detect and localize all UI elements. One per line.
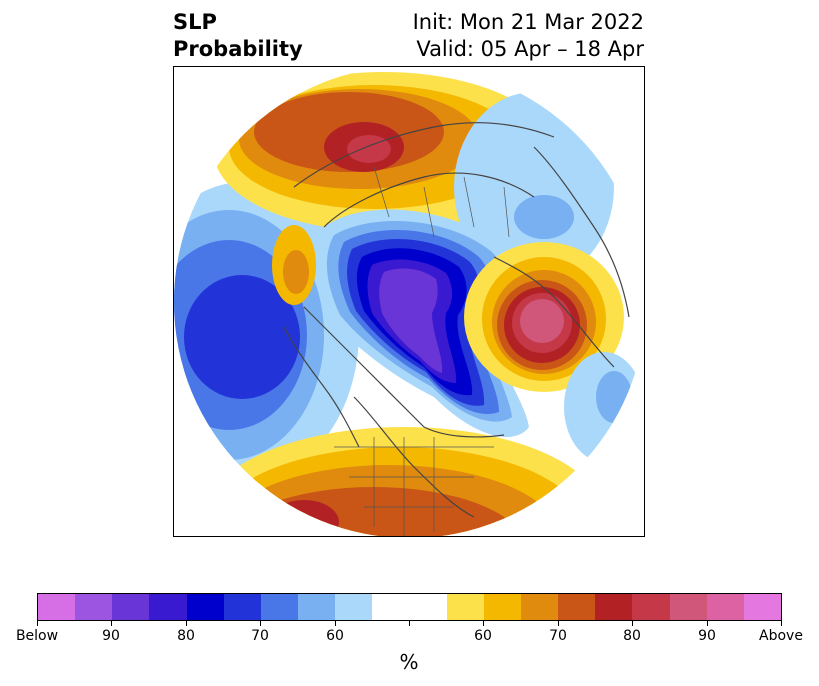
east-atlantic-low-65 — [596, 371, 632, 423]
colorbar-above-segment-2 — [521, 594, 559, 620]
colorbar-below-segment-3 — [149, 594, 187, 620]
alaska-high-65 — [283, 250, 309, 294]
colorbar-tick-label: 80 — [623, 628, 641, 644]
colorbar-tick — [483, 621, 484, 626]
colorbar-below-segment-6 — [260, 594, 299, 620]
valid-range: Valid: 05 Apr – 18 Apr — [416, 37, 644, 61]
colorbar-above-segment-3 — [558, 594, 596, 620]
colorbar-tick-label: 80 — [177, 628, 195, 644]
colorbar-tick — [409, 621, 410, 626]
colorbar-below-segment-1 — [75, 594, 113, 620]
colorbar — [37, 593, 782, 621]
colorbar-below-segment-0 — [38, 594, 76, 620]
colorbar-tick-label: Below — [15, 628, 59, 644]
colorbar-tick — [335, 621, 336, 626]
title-right: Init: Mon 21 Mar 2022 Valid: 05 Apr – 18… — [413, 9, 644, 63]
colorbar-above-segment-8 — [743, 594, 782, 620]
title-type: Probability — [173, 37, 303, 61]
colorbar-tick — [558, 621, 559, 626]
colorbar-above-segment-1 — [483, 594, 522, 620]
colorbar-tick-label: 70 — [251, 628, 269, 644]
atlantic-high-90 — [520, 299, 564, 343]
arctic-low-90 — [379, 268, 443, 373]
eurasia-high-85 — [347, 135, 391, 163]
colorbar-tick-label: 90 — [102, 628, 120, 644]
colorbar-tick — [707, 621, 708, 626]
title-left: SLP Probability — [173, 9, 303, 63]
asia-low-65 — [514, 195, 574, 239]
colorbar-above-segment-6 — [669, 594, 707, 620]
colorbar-unit-label: % — [399, 650, 419, 674]
colorbar-below-segment-8 — [335, 594, 373, 620]
colorbar-tick — [37, 621, 38, 626]
colorbar-above-segment-7 — [706, 594, 744, 620]
colorbar-tick — [186, 621, 187, 626]
colorbar-tick-label: Above — [759, 628, 803, 644]
colorbar-below-segment-5 — [223, 594, 261, 620]
political-borders — [334, 166, 510, 536]
map-panel — [173, 66, 645, 537]
colorbar-below-segment-7 — [298, 594, 336, 620]
colorbar-tick-label: 90 — [698, 628, 716, 644]
colorbar-tick-label: 70 — [549, 628, 567, 644]
colorbar-tick — [111, 621, 112, 626]
colorbar-tick — [781, 621, 782, 626]
title-variable: SLP — [173, 10, 217, 34]
colorbar-neutral-segment — [372, 594, 447, 620]
colorbar-tick-label: 60 — [326, 628, 344, 644]
init-date: Init: Mon 21 Mar 2022 — [412, 10, 644, 34]
colorbar-tick — [632, 621, 633, 626]
colorbar-tick — [260, 621, 261, 626]
pacific-low-75 — [184, 275, 300, 399]
colorbar-below-segment-2 — [112, 594, 150, 620]
colorbar-above-segment-5 — [632, 594, 670, 620]
colorbar-above-segment-0 — [446, 594, 484, 620]
probability-map — [174, 67, 644, 536]
colorbar-tick-label: 60 — [474, 628, 492, 644]
coastlines — [283, 122, 630, 518]
colorbar-above-segment-4 — [595, 594, 633, 620]
colorbar-below-segment-4 — [186, 594, 224, 620]
asia-low-60 — [454, 92, 614, 282]
